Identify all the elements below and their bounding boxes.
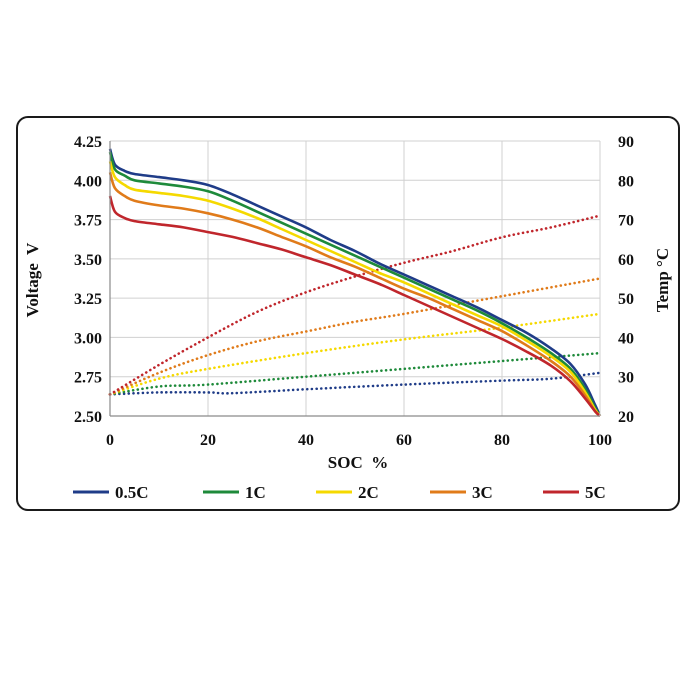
x-tick-label: 80 xyxy=(494,432,510,449)
legend-label-0.5C: 0.5C xyxy=(115,483,149,502)
x-tick-label: 100 xyxy=(588,432,612,449)
x-tick-label: 40 xyxy=(298,432,314,449)
voltage-line-1C xyxy=(108,151,602,417)
x-tick-label: 0 xyxy=(106,432,114,449)
legend-label-5C: 5C xyxy=(585,483,606,502)
y-left-tick-label: 3.50 xyxy=(74,252,102,269)
temp-line-5C xyxy=(108,214,602,396)
y-left-tick-label: 3.75 xyxy=(74,213,102,230)
temperature-series xyxy=(108,214,602,396)
y-right-tick-label: 90 xyxy=(618,134,634,151)
tick-labels: 0 20 40 60 80 100 2.50 2.75 3.00 3.25 3.50 3.75 4.00… xyxy=(74,134,634,449)
y-left-tick-label: 2.50 xyxy=(74,409,102,426)
axes xyxy=(109,141,601,417)
y-right-tick-label: 30 xyxy=(618,370,634,387)
y-left-tick-label: 3.25 xyxy=(74,291,102,308)
y-left-tick-label: 2.75 xyxy=(74,370,102,387)
x-tick-label: 20 xyxy=(200,432,216,449)
y-right-tick-label: 60 xyxy=(618,252,634,269)
x-tick-label: 60 xyxy=(396,432,412,449)
chart-frame xyxy=(16,116,680,511)
y-left-tick-label: 4.25 xyxy=(74,134,102,151)
grid-lines xyxy=(110,140,601,416)
voltage-line-3C xyxy=(108,172,601,417)
voltage-line-5C xyxy=(108,195,601,417)
y-right-tick-label: 80 xyxy=(618,173,634,190)
y-right-tick-label: 20 xyxy=(618,409,634,426)
temp-line-3C xyxy=(108,277,602,396)
legend-label-1C: 1C xyxy=(245,483,266,502)
y-right-tick-label: 70 xyxy=(618,213,634,230)
y-axis-right-label: Temp °C xyxy=(653,248,672,312)
y-axis-left-label: Voltage V xyxy=(23,242,42,317)
y-left-tick-label: 4.00 xyxy=(74,173,102,190)
temp-line-0.5C xyxy=(108,371,602,396)
y-right-tick-label: 50 xyxy=(618,291,634,308)
y-right-tick-label: 40 xyxy=(618,330,634,347)
voltage-series xyxy=(108,148,602,417)
x-axis-label: SOC % xyxy=(328,453,388,472)
legend: 0.5C 1C 2C 3C 5C xyxy=(73,483,606,502)
temp-line-1C xyxy=(108,351,602,396)
voltage-line-2C xyxy=(108,161,602,417)
legend-label-3C: 3C xyxy=(472,483,493,502)
temp-line-2C xyxy=(108,312,602,396)
voltage-line-0.5C xyxy=(108,148,602,417)
legend-label-2C: 2C xyxy=(358,483,379,502)
y-left-tick-label: 3.00 xyxy=(74,330,102,347)
